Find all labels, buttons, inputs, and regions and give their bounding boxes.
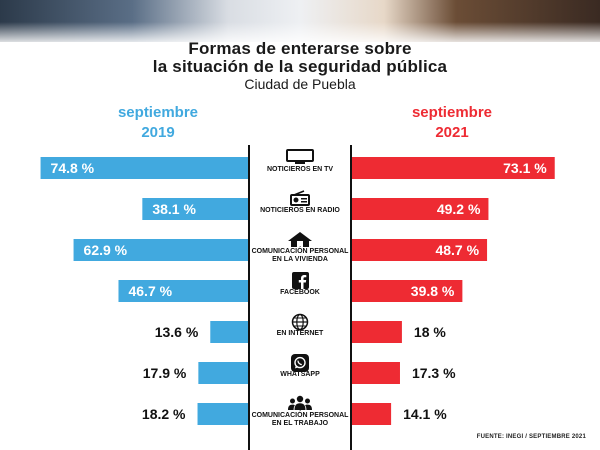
value-label-2021-1: 49.2 % <box>437 201 481 217</box>
header-photo-fade <box>0 22 600 46</box>
category-2: COMUNICACIÓN PERSONAL EN LA VIVIENDA <box>250 231 350 264</box>
legend-left-month: septiembre <box>117 104 199 121</box>
value-label-2019-3: 46.7 % <box>128 283 172 299</box>
category-label-4: EN INTERNET <box>276 330 324 337</box>
value-label-2021-3: 39.8 % <box>411 283 455 299</box>
bar-2021-3 <box>352 280 463 302</box>
category-1: NOTICIEROS EN RADIO <box>250 190 350 215</box>
legend-left-year: 2019 <box>141 124 175 141</box>
people-icon <box>250 395 350 412</box>
category-5: WHATSAPP <box>250 354 350 379</box>
value-label-2019-0: 74.8 % <box>51 160 95 176</box>
bar-2021-2 <box>352 239 488 261</box>
bar-2019-6 <box>197 403 248 425</box>
value-label-2021-4: 18 % <box>414 324 446 340</box>
bar-2021-4 <box>352 321 402 343</box>
value-label-2019-1: 38.1 % <box>152 201 196 217</box>
bar-2021-0 <box>352 157 555 179</box>
bar-2019-5 <box>198 362 248 384</box>
value-label-2021-6: 14.1 % <box>403 406 447 422</box>
category-0: NOTICIEROS EN TV <box>250 149 350 174</box>
category-label-1: NOTICIEROS EN RADIO <box>260 207 340 214</box>
bar-2019-1 <box>142 198 248 220</box>
globe-icon <box>250 313 350 331</box>
category-label-6: COMUNICACIÓN PERSONAL EN EL TRABAJO <box>251 412 349 427</box>
bar-2021-1 <box>352 198 489 220</box>
category-label-0: NOTICIEROS EN TV <box>266 166 334 173</box>
source-note: FUENTE: INEGI / SEPTIEMBRE 2021 <box>476 434 586 440</box>
facebook-icon <box>250 272 350 289</box>
legend-right-series: septiembre 2021 <box>392 103 512 143</box>
radio-icon <box>250 190 350 207</box>
value-label-2021-5: 17.3 % <box>412 365 456 381</box>
category-6: COMUNICACIÓN PERSONAL EN EL TRABAJO <box>250 395 350 428</box>
value-label-2019-4: 13.6 % <box>155 324 199 340</box>
chart-title-line-2: la situación de la seguridad pública <box>152 57 448 76</box>
value-label-2021-0: 73.1 % <box>503 160 547 176</box>
category-4: EN INTERNET <box>250 313 350 338</box>
value-label-2019-5: 17.9 % <box>143 365 187 381</box>
bar-2019-0 <box>40 157 248 179</box>
bar-2019-2 <box>73 239 248 261</box>
bar-2019-3 <box>118 280 248 302</box>
category-label-2: COMUNICACIÓN PERSONAL EN LA VIVIENDA <box>251 248 349 263</box>
whatsapp-icon <box>250 354 350 372</box>
category-3: FACEBOOK <box>250 272 350 297</box>
value-label-2021-2: 48.7 % <box>435 242 479 258</box>
value-label-2019-2: 62.9 % <box>84 242 128 258</box>
bar-2021-6 <box>352 403 392 425</box>
category-label-3: FACEBOOK <box>280 289 320 296</box>
chart-subtitle: Ciudad de Puebla <box>244 76 356 92</box>
header: Formas de enterarse sobre la situación d… <box>0 40 600 93</box>
value-label-2019-6: 18.2 % <box>142 406 186 422</box>
bar-2019-4 <box>210 321 248 343</box>
chart-title-line-1: Formas de enterarse sobre <box>188 39 412 58</box>
legend-right-month: septiembre <box>411 104 493 121</box>
house-icon <box>250 231 350 248</box>
category-label-5: WHATSAPP <box>280 371 320 378</box>
bar-2021-5 <box>352 362 400 384</box>
legend-left-series: septiembre 2019 <box>98 103 218 143</box>
legend-right-year: 2021 <box>435 124 469 141</box>
tv-icon <box>250 149 350 166</box>
